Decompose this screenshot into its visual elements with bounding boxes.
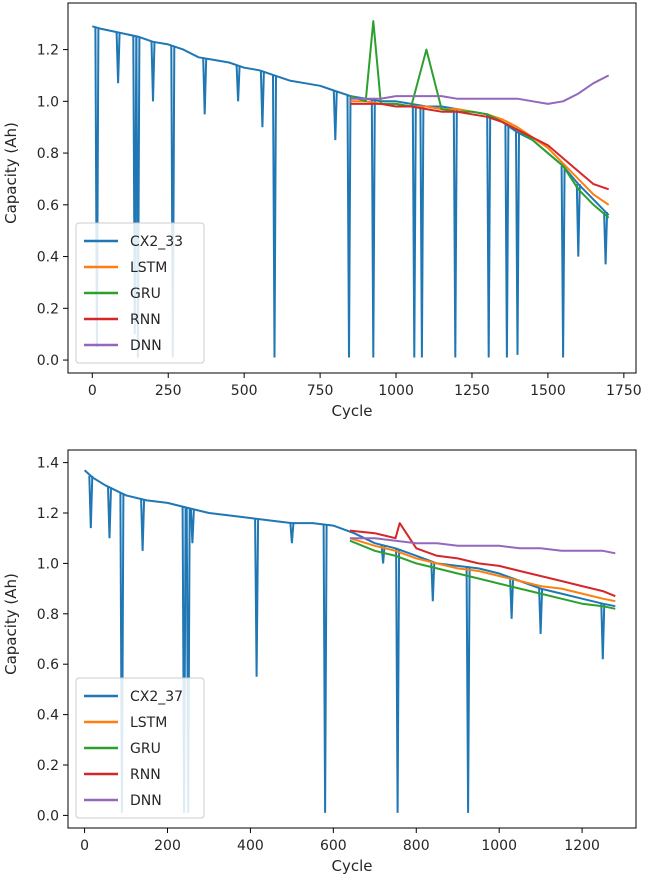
capacity-drop-spike	[575, 184, 581, 257]
x-tick-label: 500	[231, 383, 258, 399]
x-tick-label: 1500	[530, 383, 566, 399]
series-line-cx2-37	[83, 469, 616, 608]
x-tick-label: 0	[80, 838, 89, 854]
x-tick-label: 250	[155, 383, 182, 399]
capacity-drop-spike	[202, 58, 208, 115]
legend-label: DNN	[130, 338, 162, 354]
capacity-drop-spike	[504, 125, 510, 358]
capacity-drop-spike	[150, 41, 156, 102]
y-tick-label: 0.8	[37, 607, 59, 623]
series-line-dnn	[349, 537, 616, 555]
legend-box	[75, 222, 205, 364]
y-tick-label: 0.6	[37, 198, 59, 214]
capacity-drop-spike	[509, 577, 515, 619]
legend-label: RNN	[130, 312, 161, 328]
capacity-drop-spike	[235, 65, 241, 102]
capacity-drop-spike	[272, 75, 277, 358]
legend-label: RNN	[130, 767, 161, 783]
legend-box	[75, 677, 205, 819]
capacity-drop-spike	[560, 165, 566, 358]
y-tick-label: 0.8	[37, 146, 59, 162]
x-tick-label: 1750	[606, 383, 642, 399]
series-line-dnn	[350, 74, 610, 105]
series-line-lstm	[349, 537, 616, 603]
y-tick-label: 1.2	[37, 506, 59, 522]
y-tick-label: 0.2	[37, 301, 59, 317]
x-tick-label: 1000	[481, 838, 517, 854]
capacity-drop-spike	[600, 603, 606, 660]
y-tick-label: 0.4	[37, 250, 59, 266]
x-axis-label: Cycle	[332, 857, 373, 875]
y-tick-label: 1.4	[37, 456, 59, 472]
legend-label: GRU	[130, 286, 161, 302]
capacity-drop-spike	[254, 518, 260, 677]
y-tick-label: 1.2	[37, 43, 59, 59]
x-axis-label: Cycle	[332, 402, 373, 420]
x-tick-label: 1000	[378, 383, 414, 399]
capacity-drop-spike	[538, 588, 544, 635]
capacity-drop-spike	[259, 71, 265, 128]
legend-label: DNN	[130, 793, 162, 809]
capacity-drop-spike	[515, 132, 520, 355]
capacity-drop-spike	[115, 32, 121, 84]
capacity-chart-cx2-37: 0 200 400 600 800 1000 1200 0.0 0.2 0.4 0.6 0.8 1.0 1…	[2, 449, 637, 875]
y-tick-label: 0.0	[37, 353, 59, 369]
capacity-chart-cx2-33: 0 250 500 750 1000 1250 1500 1750 0.0 0.2 0.4 0.6 0.…	[2, 2, 642, 420]
capacity-drop-spike	[346, 95, 352, 358]
y-tick-label: 0.0	[37, 808, 59, 824]
series-line-cx2-33	[92, 25, 610, 216]
legend: CX2_37 LSTM GRU RNN DNN	[75, 677, 205, 819]
capacity-drop-spike	[411, 104, 417, 358]
capacity-drop-spike	[419, 105, 425, 358]
series-line-gru	[349, 539, 616, 610]
x-tick-label: 750	[307, 383, 334, 399]
x-tick-label: 200	[154, 838, 181, 854]
y-axis-label: Capacity (Ah)	[2, 122, 20, 224]
x-tick-label: 1200	[564, 838, 600, 854]
legend: CX2_33 LSTM GRU RNN DNN	[75, 222, 205, 364]
capacity-drop-spike	[603, 212, 609, 265]
legend-label: CX2_37	[130, 689, 183, 705]
series-line-rnn	[349, 522, 616, 598]
capacity-drop-spike	[107, 487, 112, 539]
capacity-drop-spike	[332, 90, 338, 141]
legend-label: CX2_33	[130, 234, 183, 250]
x-tick-label: 600	[320, 838, 347, 854]
capacity-drop-spike	[140, 499, 146, 551]
capacity-drop-spike	[452, 108, 458, 358]
series-line-rnn	[350, 102, 610, 191]
capacity-drop-spike	[189, 508, 195, 544]
x-tick-label: 800	[403, 838, 430, 854]
y-tick-label: 1.0	[37, 556, 59, 572]
capacity-drop-spike	[486, 114, 492, 358]
x-tick-label: 400	[237, 838, 264, 854]
y-axis-label: Capacity (Ah)	[2, 573, 20, 675]
capacity-drop-spike	[380, 545, 386, 564]
y-tick-label: 0.4	[37, 708, 59, 724]
legend-label: LSTM	[130, 260, 167, 276]
capacity-drop-spike	[88, 475, 94, 529]
x-tick-label: 1250	[454, 383, 490, 399]
capacity-drop-spike	[430, 561, 436, 602]
y-tick-label: 1.0	[37, 94, 59, 110]
legend-label: GRU	[130, 741, 161, 757]
legend-label: LSTM	[130, 715, 167, 731]
x-tick-label: 0	[88, 383, 97, 399]
y-tick-label: 0.2	[37, 758, 59, 774]
capacity-drop-spike	[370, 99, 376, 358]
capacity-drop-spike	[289, 523, 295, 544]
y-tick-label: 0.6	[37, 657, 59, 673]
